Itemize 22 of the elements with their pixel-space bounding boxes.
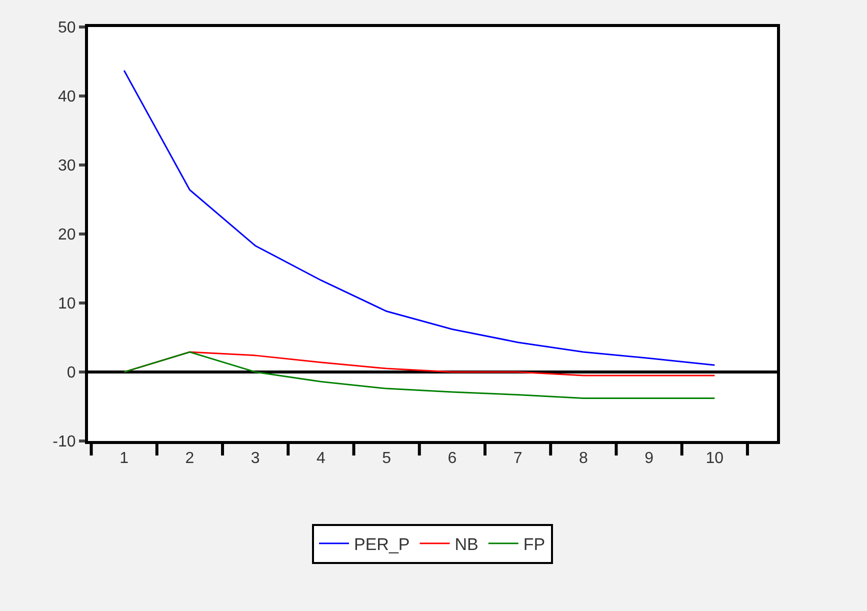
x-tick-label: 8 (578, 450, 588, 468)
x-tick-label: 5 (382, 450, 392, 468)
y-tick-label: 40 (58, 88, 76, 106)
y-tick-label: 30 (58, 158, 76, 175)
legend-label: NB (454, 534, 478, 554)
y-tick-label: 10 (58, 296, 76, 313)
y-tick-label: 50 (58, 20, 76, 37)
x-tick-label: 6 (448, 450, 457, 468)
legend-label: PER_P (354, 534, 410, 554)
y-tick-label: 20 (58, 226, 76, 244)
x-tick-label: 10 (706, 450, 724, 468)
line-series (123, 70, 716, 366)
y-tick-label: -10 (52, 434, 76, 451)
legend-label: FP (523, 534, 546, 554)
x-tick-label: 9 (644, 450, 654, 468)
x-tick-label: 2 (185, 450, 194, 468)
x-tick-label: 1 (120, 450, 129, 468)
line-series (123, 351, 716, 399)
y-tick-label: 0 (66, 364, 76, 382)
x-tick-label: 3 (250, 450, 260, 468)
x-tick-label: 4 (316, 450, 326, 468)
x-tick-label: 7 (513, 450, 522, 468)
